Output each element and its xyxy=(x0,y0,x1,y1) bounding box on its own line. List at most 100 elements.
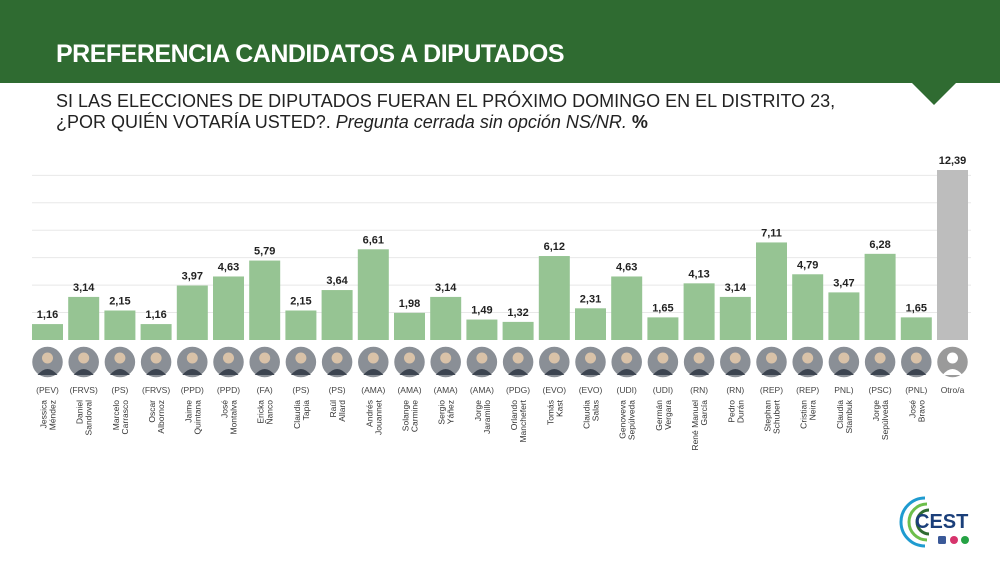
avatar-body xyxy=(73,369,94,375)
avatar-body xyxy=(399,369,420,375)
party-label: (EVO) xyxy=(542,385,566,395)
avatar-body xyxy=(146,369,167,375)
whatsapp-icon[interactable] xyxy=(961,536,969,544)
candidate-name: GenovevaSepúlveda xyxy=(618,400,637,440)
candidate-name: ClaudiaStambuk xyxy=(835,399,854,433)
party-label: (EVO) xyxy=(579,385,603,395)
avatar-head xyxy=(476,352,488,364)
avatar-head xyxy=(766,352,777,364)
page-title: PREFERENCIA CANDIDATOS A DIPUTADOS xyxy=(56,40,565,68)
avatar-body xyxy=(254,369,275,375)
candidate-last-name: Manchefert xyxy=(518,399,528,442)
candidate-name: DanielSandoval xyxy=(75,400,94,436)
bar xyxy=(864,253,896,340)
party-label: (AMA) xyxy=(397,385,421,395)
data-label: 1,65 xyxy=(906,302,927,314)
data-label: 3,97 xyxy=(182,271,203,283)
question-note: Pregunta cerrada sin opción NS/NR. xyxy=(335,112,627,132)
data-label: 4,79 xyxy=(797,259,818,271)
data-label: 1,32 xyxy=(507,307,528,319)
candidate-first-name: Stephan xyxy=(763,400,773,432)
candidate-first-name: Sergio xyxy=(437,400,447,425)
party-label: (RN) xyxy=(726,385,744,395)
avatar-body xyxy=(797,369,818,375)
candidate-last-name: Sepúlveda xyxy=(627,400,637,440)
avatar-body xyxy=(906,369,927,375)
avatar-head xyxy=(114,352,126,364)
avatar-head xyxy=(910,352,922,364)
data-label: 3,14 xyxy=(435,282,457,294)
bar xyxy=(683,283,715,340)
avatar-head xyxy=(78,352,90,364)
avatar-body xyxy=(580,369,601,375)
candidate-first-name: Orlando xyxy=(509,400,519,431)
bar xyxy=(321,290,353,340)
avatar-body xyxy=(725,369,746,375)
avatar-head xyxy=(512,352,524,364)
candidate-last-name: Carrasco xyxy=(120,400,130,435)
candidate-last-name: Bravo xyxy=(916,400,926,422)
candidate-first-name: José xyxy=(907,400,917,418)
candidate-name: JorgeJaramillo xyxy=(473,400,492,434)
bar xyxy=(792,274,824,340)
candidate-first-name: Jorge xyxy=(871,400,881,422)
candidate-first-name: Marcelo xyxy=(111,400,121,431)
instagram-icon[interactable] xyxy=(950,536,958,544)
data-label: 4,13 xyxy=(688,268,709,280)
candidate-first-name: Ericka xyxy=(256,400,266,424)
party-label: (AMA) xyxy=(470,385,494,395)
candidate-last-name: Méndez xyxy=(48,400,58,430)
avatar-head xyxy=(440,352,452,364)
avatar-body xyxy=(327,369,348,375)
candidate-last-name: Neira xyxy=(808,400,818,421)
candidate-first-name: Claudia xyxy=(582,400,592,429)
avatar-head xyxy=(693,352,705,364)
data-label: 1,16 xyxy=(145,309,166,321)
party-label: (REP) xyxy=(796,385,819,395)
facebook-icon[interactable] xyxy=(938,536,946,544)
data-label: 1,65 xyxy=(652,302,673,314)
party-label: (PPD) xyxy=(217,385,240,395)
avatar-head xyxy=(548,352,560,364)
bar xyxy=(900,317,932,340)
avatar-head xyxy=(802,352,814,364)
candidate-first-name: Germán xyxy=(654,400,664,431)
candidate-name: René ManuelGarcía xyxy=(690,400,709,451)
candidate-first-name: Solange xyxy=(401,400,411,431)
party-label: (FRVS) xyxy=(142,385,170,395)
avatar-body xyxy=(109,369,130,375)
party-label: (AMA) xyxy=(361,385,385,395)
candidate-name: JessicaMéndez xyxy=(39,400,58,431)
candidate-name: ErickaÑanco xyxy=(256,400,275,425)
avatar-body xyxy=(870,369,891,375)
avatar-head xyxy=(729,352,741,364)
data-label: 3,47 xyxy=(833,277,854,289)
candidate-first-name: Cristian xyxy=(799,400,809,429)
data-label: 1,16 xyxy=(37,309,58,321)
candidate-name: JorgeSepúlveda xyxy=(871,400,890,440)
party-label: (PSC) xyxy=(869,385,892,395)
candidate-first-name: Jaime xyxy=(183,400,193,423)
candidate-first-name: Raúl xyxy=(328,400,338,418)
candidate-last-name: Durán xyxy=(735,400,745,423)
candidate-first-name: Daniel xyxy=(75,400,85,424)
party-label: (UDI) xyxy=(617,385,637,395)
party-label: (AMA) xyxy=(434,385,458,395)
candidate-last-name: Vergara xyxy=(663,400,673,430)
candidate-first-name: Oscar xyxy=(147,400,157,423)
unit-label: % xyxy=(631,112,648,132)
candidate-name: SolangeCarmine xyxy=(401,400,420,432)
bar xyxy=(68,296,100,340)
avatar-body xyxy=(689,369,710,375)
candidate-first-name: Claudia xyxy=(835,400,845,429)
bar xyxy=(249,260,281,340)
bar xyxy=(466,319,498,340)
candidate-name: OrlandoManchefert xyxy=(509,399,528,442)
avatar-head xyxy=(621,352,633,364)
bar xyxy=(538,256,570,340)
question-text: SI LAS ELECCIONES DE DIPUTADOS FUERAN EL… xyxy=(56,91,846,133)
party-label: PNL) xyxy=(834,385,854,395)
header-banner xyxy=(0,0,1000,83)
bar xyxy=(719,296,751,340)
question-main: SI LAS ELECCIONES DE DIPUTADOS FUERAN EL… xyxy=(56,91,836,132)
